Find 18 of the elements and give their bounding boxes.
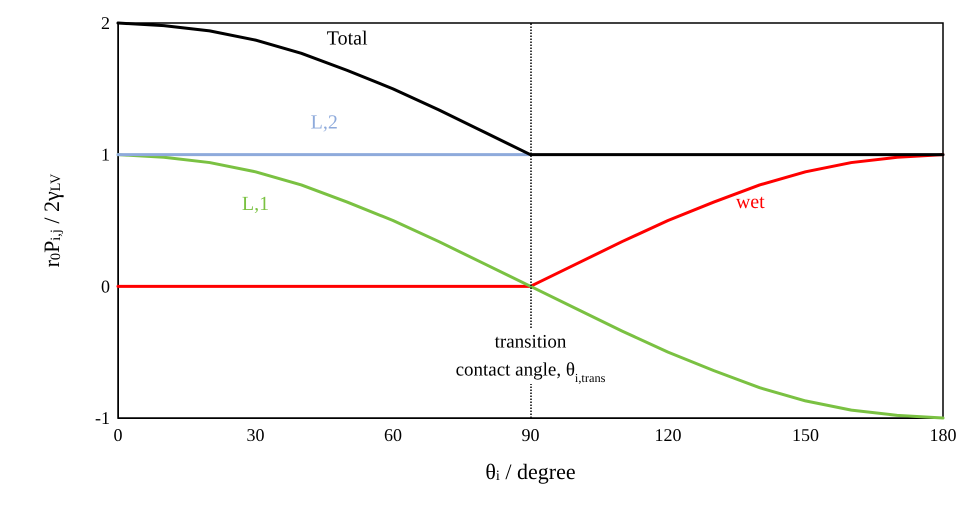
x-tick-label: 60 — [384, 425, 402, 445]
y-axis-title: r0Pi,j / 2γLV — [39, 172, 64, 268]
x-tick-label: 30 — [246, 425, 264, 445]
y-tick-label: 0 — [101, 276, 110, 296]
x-tick-label: 0 — [114, 425, 122, 445]
x-axis-title: θi / degree — [485, 458, 576, 484]
x-tick-label: 90 — [522, 425, 540, 445]
series-label: Total — [326, 27, 368, 50]
y-tick-label: 1 — [101, 144, 110, 165]
x-tick-label: 150 — [792, 425, 819, 445]
series-label: L,1 — [242, 192, 270, 215]
x-tick-label: 120 — [654, 425, 682, 445]
line-series — [116, 153, 944, 288]
series-label: wet — [736, 191, 766, 214]
x-tick-label: 180 — [930, 425, 956, 445]
y-tick-label: -1 — [95, 408, 110, 428]
y-tick-label: 2 — [101, 13, 110, 33]
series-label: L,2 — [310, 112, 338, 134]
